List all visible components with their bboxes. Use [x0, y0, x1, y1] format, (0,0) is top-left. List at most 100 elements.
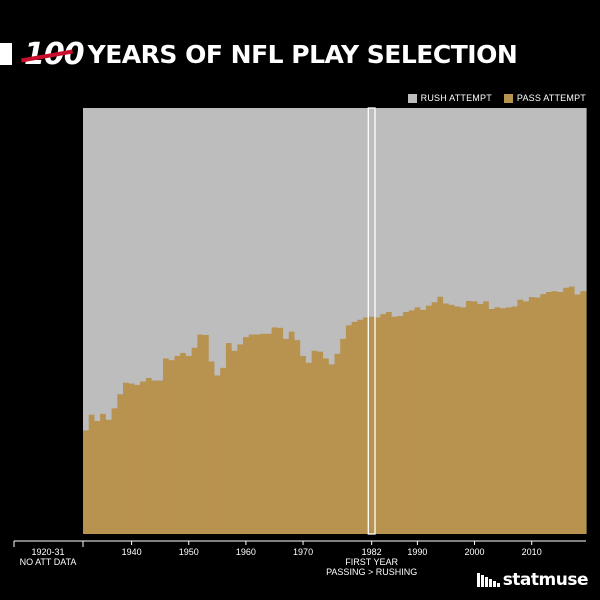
rush-bar-2005: [500, 108, 507, 309]
pass-bar-1943: [145, 378, 153, 534]
pass-bar-1995: [443, 303, 450, 534]
rush-bar-1985: [385, 108, 393, 313]
pass-bar-1936: [105, 419, 113, 534]
rush-bar-1933: [88, 108, 96, 416]
title-number: 100: [21, 37, 85, 72]
pass-bar-1985: [385, 312, 393, 534]
rush-bar-1997: [454, 108, 461, 307]
pass-bar-1961: [248, 334, 256, 534]
rush-bar-2006: [505, 108, 513, 308]
pass-bar-1956: [220, 367, 227, 534]
pass-bar-1939: [123, 382, 130, 534]
pass-bar-1970: [300, 355, 307, 534]
logo-bars-icon: [476, 573, 500, 587]
pass-bar-1967: [283, 338, 290, 534]
pass-bar-1974: [323, 358, 330, 534]
pass-bar-1947: [168, 360, 176, 534]
rush-bar-1986: [391, 108, 398, 318]
rush-bar-2018: [574, 108, 581, 295]
rush-bar-1957: [225, 108, 233, 344]
rush-bar-1996: [448, 108, 456, 306]
rush-bar-1982: [368, 108, 376, 318]
rush-bar-1950: [185, 108, 193, 357]
legend-swatch-rush: [407, 93, 417, 103]
pass-bar-1945: [157, 380, 164, 534]
pass-bar-2015: [557, 292, 564, 534]
pass-bar-1937: [111, 408, 118, 534]
no-data-range-label: 1920-31: [31, 547, 64, 557]
pass-bar-2019: [580, 291, 587, 534]
chart-legend: RUSH ATTEMPT PASS ATTEMPT: [407, 93, 586, 103]
chart-bars: [83, 108, 587, 534]
rush-bar-2010: [528, 108, 536, 298]
rush-bar-2003: [488, 108, 496, 310]
rush-bar-1941: [134, 108, 141, 386]
highlight-label-line2: PASSING > RUSHING: [326, 567, 417, 577]
rush-bar-1977: [340, 108, 347, 340]
pass-bar-2007: [511, 306, 519, 534]
pass-bar-1986: [391, 316, 398, 534]
x-tick-label-1960: 1960: [236, 547, 256, 557]
pass-bar-2004: [494, 307, 501, 534]
pass-bar-1972: [311, 350, 318, 534]
rush-bar-1995: [443, 108, 450, 304]
rush-bar-1960: [243, 108, 250, 338]
title-accent-bar: [0, 43, 12, 65]
rush-bar-2014: [551, 108, 559, 292]
pass-bar-2008: [517, 299, 524, 534]
pass-bar-1998: [460, 307, 467, 534]
rush-bar-1936: [105, 108, 113, 421]
pass-bar-1960: [243, 337, 250, 534]
rush-bar-1954: [208, 108, 216, 362]
x-tick-label-1940: 1940: [122, 547, 142, 557]
rush-bar-1969: [294, 108, 301, 341]
pass-bar-1989: [408, 310, 416, 534]
rush-bar-1946: [163, 108, 170, 359]
rush-bar-1939: [123, 108, 130, 384]
pass-bar-1973: [317, 351, 324, 534]
rush-bar-1987: [397, 108, 404, 317]
rush-bar-1966: [277, 108, 284, 329]
pass-bar-1971: [305, 362, 313, 534]
pass-bar-2018: [574, 294, 581, 534]
pass-bar-1988: [403, 312, 410, 534]
rush-bar-1963: [260, 108, 267, 335]
rush-bar-1975: [328, 108, 336, 365]
pass-bar-2001: [477, 303, 484, 534]
chart-overlay: [367, 107, 376, 535]
pass-bar-1980: [357, 319, 364, 534]
pass-bar-1981: [363, 317, 370, 534]
rush-bar-1948: [174, 108, 181, 357]
pass-bar-1966: [277, 327, 284, 534]
pass-bar-1949: [180, 352, 187, 534]
pass-bar-1982: [368, 316, 376, 534]
pass-bar-1993: [431, 302, 438, 534]
rush-bar-1956: [220, 108, 227, 369]
rush-bar-1973: [317, 108, 324, 352]
rush-bar-1998: [460, 108, 467, 308]
pass-bar-1951: [191, 347, 198, 534]
pass-bar-2002: [483, 301, 490, 534]
x-tick-label-1950: 1950: [179, 547, 199, 557]
rush-bar-2016: [563, 108, 570, 289]
rush-bar-1949: [180, 108, 187, 354]
rush-bar-1994: [437, 108, 444, 298]
pass-bar-2012: [540, 294, 547, 534]
rush-bar-1951: [191, 108, 198, 349]
pass-bar-1958: [231, 350, 238, 534]
rush-bar-1943: [145, 108, 153, 379]
pass-bar-1987: [397, 315, 404, 534]
pass-bar-1941: [134, 384, 141, 534]
rush-bar-1961: [248, 108, 256, 335]
rush-bar-1980: [357, 108, 364, 321]
pass-bar-1962: [254, 334, 261, 534]
rush-bar-1989: [408, 108, 416, 311]
pass-bar-1953: [203, 335, 210, 534]
pass-bar-1950: [185, 355, 193, 534]
pass-bar-2017: [568, 286, 576, 534]
pass-bar-2016: [563, 287, 570, 534]
pass-bar-1935: [100, 413, 107, 534]
legend-item-pass: PASS ATTEMPT: [503, 93, 586, 103]
no-data-label: NO ATT DATA: [20, 557, 77, 567]
